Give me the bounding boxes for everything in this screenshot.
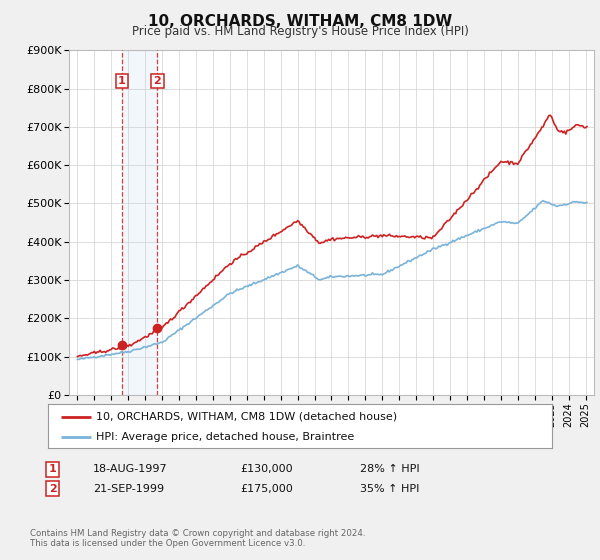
Text: Price paid vs. HM Land Registry's House Price Index (HPI): Price paid vs. HM Land Registry's House … — [131, 25, 469, 38]
Text: 28% ↑ HPI: 28% ↑ HPI — [360, 464, 419, 474]
Text: 10, ORCHARDS, WITHAM, CM8 1DW: 10, ORCHARDS, WITHAM, CM8 1DW — [148, 14, 452, 29]
Text: 1: 1 — [49, 464, 56, 474]
Text: Contains HM Land Registry data © Crown copyright and database right 2024.: Contains HM Land Registry data © Crown c… — [30, 529, 365, 538]
Text: 18-AUG-1997: 18-AUG-1997 — [93, 464, 167, 474]
Text: 1: 1 — [118, 76, 126, 86]
Text: HPI: Average price, detached house, Braintree: HPI: Average price, detached house, Brai… — [96, 432, 354, 442]
Text: 21-SEP-1999: 21-SEP-1999 — [93, 484, 164, 494]
Text: £175,000: £175,000 — [240, 484, 293, 494]
Text: 35% ↑ HPI: 35% ↑ HPI — [360, 484, 419, 494]
Bar — [122, 50, 157, 395]
Text: 2: 2 — [154, 76, 161, 86]
Text: £130,000: £130,000 — [240, 464, 293, 474]
Text: 10, ORCHARDS, WITHAM, CM8 1DW (detached house): 10, ORCHARDS, WITHAM, CM8 1DW (detached … — [96, 412, 397, 422]
Text: 2: 2 — [49, 484, 56, 494]
Text: This data is licensed under the Open Government Licence v3.0.: This data is licensed under the Open Gov… — [30, 539, 305, 548]
